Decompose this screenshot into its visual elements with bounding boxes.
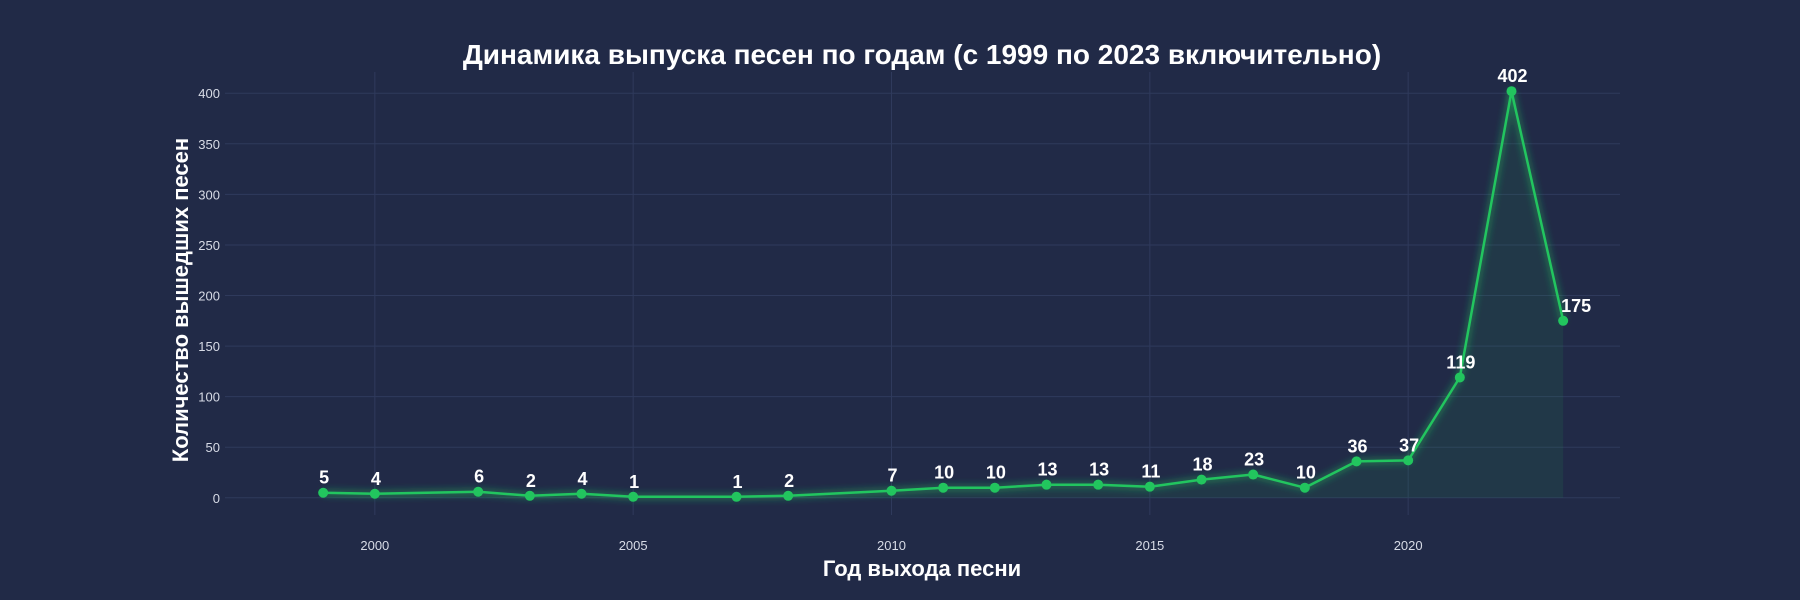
y-tick-label: 300 bbox=[198, 187, 220, 202]
data-point bbox=[1041, 479, 1052, 490]
y-tick-label: 0 bbox=[213, 491, 220, 506]
data-label: 10 bbox=[934, 463, 954, 483]
data-label: 13 bbox=[1089, 460, 1109, 480]
x-tick-label: 2010 bbox=[877, 538, 906, 553]
line-layer bbox=[323, 89, 1565, 499]
x-tick-label: 2005 bbox=[619, 538, 648, 553]
data-label: 36 bbox=[1347, 436, 1367, 456]
data-label: 10 bbox=[986, 463, 1006, 483]
data-point bbox=[369, 488, 380, 499]
data-label: 119 bbox=[1446, 352, 1475, 372]
data-point bbox=[576, 488, 587, 499]
data-point bbox=[473, 486, 484, 497]
data-label: 2 bbox=[526, 471, 536, 491]
x-axis-label: Год выхода песни bbox=[823, 556, 1021, 581]
data-point bbox=[628, 491, 639, 502]
data-label: 13 bbox=[1037, 460, 1057, 480]
data-label: 4 bbox=[577, 469, 587, 489]
data-label: 402 bbox=[1497, 66, 1527, 86]
data-label: 1 bbox=[732, 472, 742, 492]
y-tick-label: 350 bbox=[198, 137, 220, 152]
y-tick-label: 400 bbox=[198, 86, 220, 101]
area-fill bbox=[323, 91, 1564, 498]
data-point bbox=[1144, 481, 1155, 492]
data-point bbox=[1506, 86, 1517, 97]
y-tick-label: 250 bbox=[198, 238, 220, 253]
chart-title: Динамика выпуска песен по годам (с 1999 … bbox=[463, 39, 1381, 70]
data-label: 1 bbox=[629, 472, 639, 492]
data-label: 6 bbox=[474, 467, 484, 487]
data-point bbox=[1454, 372, 1465, 383]
data-label: 11 bbox=[1141, 462, 1160, 482]
data-point bbox=[318, 487, 329, 498]
data-point bbox=[1248, 469, 1259, 480]
data-point bbox=[989, 482, 1000, 493]
data-label: 175 bbox=[1561, 296, 1591, 316]
data-point bbox=[783, 490, 794, 501]
y-tick-label: 100 bbox=[198, 390, 220, 405]
y-axis-label: Количество вышедших песен bbox=[168, 138, 193, 462]
data-point bbox=[1299, 482, 1310, 493]
data-point bbox=[886, 485, 897, 496]
data-label: 7 bbox=[887, 466, 897, 486]
points bbox=[318, 86, 1569, 502]
x-tick-label: 2015 bbox=[1135, 538, 1164, 553]
data-label: 5 bbox=[319, 468, 329, 488]
grid bbox=[225, 72, 1620, 515]
x-tick-label: 2000 bbox=[360, 538, 389, 553]
series-line bbox=[323, 89, 1565, 499]
y-tick-label: 150 bbox=[198, 339, 220, 354]
y-tick-label: 200 bbox=[198, 289, 220, 304]
data-label: 37 bbox=[1399, 435, 1419, 455]
data-point bbox=[1558, 315, 1569, 326]
tick-labels: 0 50 100 150 200 250 300 350 400 2000 2005 2010 2015… bbox=[198, 86, 1422, 553]
data-point bbox=[1403, 455, 1414, 466]
data-label: 4 bbox=[371, 469, 381, 489]
data-label: 2 bbox=[784, 471, 794, 491]
data-label: 18 bbox=[1192, 455, 1212, 475]
data-point bbox=[1093, 479, 1104, 490]
data-point bbox=[1351, 456, 1362, 467]
data-point bbox=[524, 490, 535, 501]
area-layer bbox=[323, 91, 1564, 498]
x-tick-label: 2020 bbox=[1394, 538, 1423, 553]
data-label: 10 bbox=[1296, 463, 1316, 483]
y-tick-label: 50 bbox=[206, 440, 220, 455]
data-label: 23 bbox=[1244, 450, 1264, 470]
data-point bbox=[938, 482, 949, 493]
data-point bbox=[731, 491, 742, 502]
data-point bbox=[1196, 474, 1207, 485]
